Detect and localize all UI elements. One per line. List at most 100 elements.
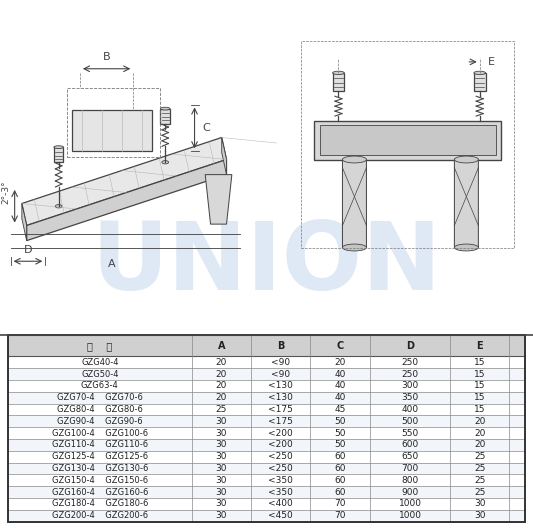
- Text: GZG150-4    GZG150-6: GZG150-4 GZG150-6: [52, 476, 148, 485]
- Text: GZG100-4    GZG100-6: GZG100-4 GZG100-6: [52, 429, 148, 438]
- Text: 15: 15: [474, 405, 486, 414]
- Text: GZG180-4    GZG180-6: GZG180-4 GZG180-6: [52, 499, 148, 508]
- Ellipse shape: [333, 71, 344, 74]
- Text: <350: <350: [268, 488, 293, 497]
- Text: 30: 30: [215, 499, 227, 508]
- Ellipse shape: [54, 146, 63, 148]
- Bar: [8, 439, 525, 451]
- Text: GZG130-4    GZG130-6: GZG130-4 GZG130-6: [52, 464, 148, 473]
- Bar: [54, 147, 63, 162]
- Bar: [8, 380, 525, 392]
- Text: 15: 15: [474, 381, 486, 390]
- Text: 20: 20: [215, 370, 227, 379]
- Text: A: A: [217, 341, 225, 351]
- Text: B: B: [277, 341, 285, 351]
- Text: 400: 400: [401, 405, 418, 414]
- Text: 1000: 1000: [399, 499, 422, 508]
- Bar: [8, 356, 525, 368]
- Text: <450: <450: [268, 511, 293, 520]
- Text: C: C: [336, 341, 344, 351]
- Bar: [72, 110, 152, 151]
- Text: GZG70-4    GZG70-6: GZG70-4 GZG70-6: [57, 393, 143, 402]
- Text: 60: 60: [334, 452, 346, 461]
- Text: A: A: [108, 259, 116, 269]
- Text: 300: 300: [401, 381, 418, 390]
- Text: <250: <250: [268, 452, 293, 461]
- Text: 250: 250: [401, 358, 418, 367]
- Text: 50: 50: [334, 429, 346, 438]
- Text: 1000: 1000: [399, 511, 422, 520]
- Bar: [8, 427, 525, 439]
- Text: GZG63-4: GZG63-4: [81, 381, 119, 390]
- Ellipse shape: [162, 161, 168, 164]
- Text: 20: 20: [474, 429, 486, 438]
- Text: 700: 700: [401, 464, 418, 473]
- Text: <175: <175: [268, 417, 293, 426]
- Text: 20: 20: [474, 440, 486, 449]
- Text: 500: 500: [401, 417, 418, 426]
- Bar: [8, 368, 525, 380]
- Text: 20: 20: [215, 393, 227, 402]
- Text: <130: <130: [268, 393, 293, 402]
- FancyBboxPatch shape: [343, 159, 367, 248]
- Text: 650: 650: [401, 452, 418, 461]
- Text: 15: 15: [474, 393, 486, 402]
- Text: B: B: [103, 52, 110, 62]
- Text: GZG110-4    GZG110-6: GZG110-4 GZG110-6: [52, 440, 148, 449]
- Text: 60: 60: [334, 488, 346, 497]
- Text: 2°-3°: 2°-3°: [2, 181, 10, 204]
- Bar: [320, 125, 496, 155]
- Text: GZG90-4    GZG90-6: GZG90-4 GZG90-6: [57, 417, 142, 426]
- Text: GZG160-4    GZG160-6: GZG160-4 GZG160-6: [52, 488, 148, 497]
- Bar: [8, 335, 525, 522]
- Text: <175: <175: [268, 405, 293, 414]
- Text: 15: 15: [474, 370, 486, 379]
- Text: 50: 50: [334, 440, 346, 449]
- Text: <200: <200: [268, 429, 293, 438]
- Ellipse shape: [343, 244, 367, 251]
- Text: 20: 20: [335, 358, 346, 367]
- Text: 25: 25: [474, 452, 486, 461]
- Text: 30: 30: [215, 417, 227, 426]
- Bar: [8, 510, 525, 522]
- Polygon shape: [22, 203, 27, 241]
- Text: 20: 20: [215, 381, 227, 390]
- Text: 60: 60: [334, 464, 346, 473]
- Bar: [160, 109, 170, 124]
- Text: 30: 30: [474, 499, 486, 508]
- Ellipse shape: [455, 244, 479, 251]
- Text: 70: 70: [334, 499, 346, 508]
- Polygon shape: [27, 159, 227, 241]
- Text: 25: 25: [474, 488, 486, 497]
- Text: C: C: [203, 123, 211, 133]
- Text: 15: 15: [474, 358, 486, 367]
- Text: <200: <200: [268, 440, 293, 449]
- Text: 50: 50: [334, 417, 346, 426]
- Bar: [8, 335, 525, 356]
- Text: 40: 40: [335, 370, 346, 379]
- Text: <130: <130: [268, 381, 293, 390]
- Text: 800: 800: [401, 476, 418, 485]
- Text: 30: 30: [215, 511, 227, 520]
- Text: 70: 70: [334, 511, 346, 520]
- Text: 30: 30: [474, 511, 486, 520]
- Text: 25: 25: [474, 464, 486, 473]
- Bar: [8, 416, 525, 427]
- Text: 40: 40: [335, 381, 346, 390]
- Text: GZG50-4: GZG50-4: [81, 370, 118, 379]
- Text: <250: <250: [268, 464, 293, 473]
- Text: <400: <400: [268, 499, 293, 508]
- Text: 30: 30: [215, 476, 227, 485]
- Polygon shape: [222, 137, 227, 175]
- Text: D: D: [24, 245, 32, 255]
- Text: D: D: [406, 341, 414, 351]
- Polygon shape: [22, 137, 227, 225]
- Ellipse shape: [160, 107, 170, 110]
- Bar: [8, 403, 525, 416]
- Text: 30: 30: [215, 429, 227, 438]
- Text: 30: 30: [215, 464, 227, 473]
- Text: 30: 30: [215, 488, 227, 497]
- Text: <350: <350: [268, 476, 293, 485]
- Text: 20: 20: [474, 417, 486, 426]
- Bar: [8, 486, 525, 498]
